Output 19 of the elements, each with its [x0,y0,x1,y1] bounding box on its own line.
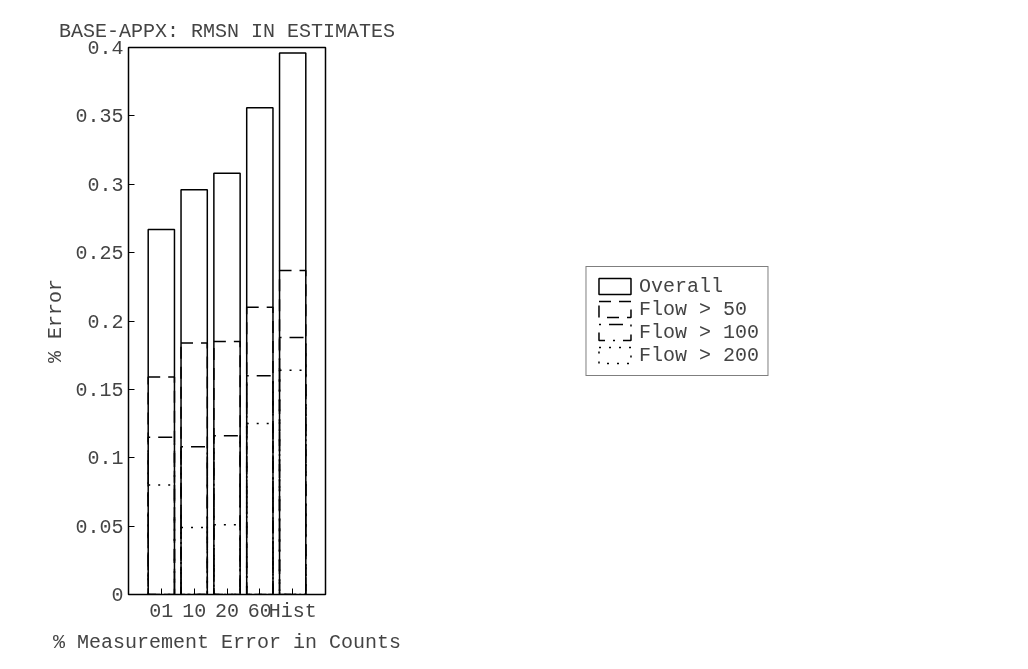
legend-label: Flow > 50 [638,297,748,321]
legend-label: Flow > 200 [638,343,760,367]
y-tick-label: 0.35 [75,105,124,129]
y-tick-label: 0 [111,584,124,607]
legend-label: Overall [638,274,723,298]
y-tick-label: 0.3 [87,173,124,197]
y-tick-label: 0.05 [75,515,124,539]
x-axis-title: % Measurement Error in Counts [52,630,402,654]
y-axis-title: % Error [44,278,68,364]
y-tick-label: 0.1 [87,447,124,471]
x-tick-label: 60 [247,599,272,623]
y-tick-label: 0.4 [87,37,124,60]
x-tick-label: 20 [215,599,240,623]
y-tick-label: 0.25 [75,242,124,266]
y-tick-label: 0.2 [87,310,124,334]
y-tick-label: 0.15 [75,378,124,402]
x-tick-label: 10 [182,599,207,623]
legend-label: Flow > 100 [638,320,760,344]
x-tick-label: 01 [149,599,174,623]
